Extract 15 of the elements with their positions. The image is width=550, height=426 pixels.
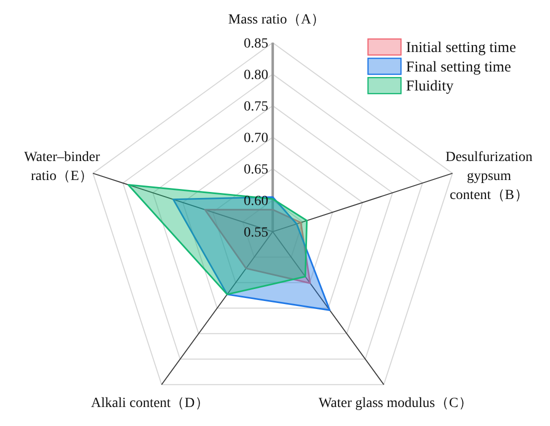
- spoke-label: Water glass modulus（C）: [318, 396, 472, 411]
- y-tick-label: 0.75: [244, 100, 268, 114]
- y-tick-label: 0.65: [244, 162, 268, 178]
- spoke-label: Alkali content（D）: [90, 396, 209, 411]
- spoke-label: Water–binder ratio（E）: [24, 150, 100, 184]
- y-tick-label: 0.55: [244, 226, 268, 240]
- y-tick-label: 0.60: [244, 194, 268, 209]
- y-tick-label: 0.70: [244, 131, 268, 146]
- spoke-label: Mass ratio（A）: [228, 12, 326, 28]
- y-tick-label: 0.80: [244, 68, 268, 83]
- legend-label: Final setting time: [406, 59, 512, 76]
- y-tick-label: 0.85: [244, 36, 268, 52]
- legend-label: Initial setting time: [406, 40, 516, 56]
- spoke-label: Desulfurization gypsum content（B）: [445, 150, 533, 204]
- legend-label: Fluidity: [406, 78, 454, 95]
